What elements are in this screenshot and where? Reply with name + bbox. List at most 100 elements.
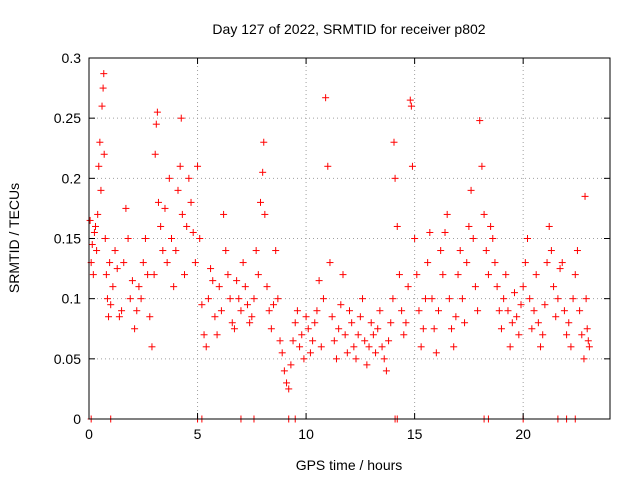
data-point [332, 355, 340, 363]
data-point [144, 271, 152, 279]
data-point [157, 222, 165, 230]
data-point [100, 70, 108, 78]
y-tick-labels: 0 0.05 0.1 0.15 0.2 0.25 0.3 [54, 50, 81, 427]
data-point [443, 210, 451, 218]
data-point [280, 367, 288, 375]
data-point [581, 192, 589, 200]
data-point [463, 259, 471, 267]
data-point [211, 313, 219, 321]
data-points [86, 70, 593, 423]
data-point [89, 271, 97, 279]
data-point [95, 162, 103, 170]
data-point [167, 235, 175, 242]
data-point [567, 343, 575, 351]
data-point [159, 247, 167, 255]
data-point [170, 283, 178, 291]
data-point [185, 174, 193, 182]
data-point [97, 186, 105, 194]
x-axis-label: GPS time / hours [296, 457, 403, 473]
data-point [220, 210, 228, 218]
data-point [296, 343, 304, 351]
data-point [467, 186, 475, 194]
data-point [183, 222, 191, 230]
data-point [283, 379, 291, 387]
data-point [100, 150, 108, 158]
data-point [406, 96, 414, 104]
data-point [107, 301, 115, 309]
data-point [328, 313, 336, 321]
data-point [469, 235, 477, 242]
data-point [547, 247, 555, 255]
data-point [259, 168, 267, 176]
data-point [497, 325, 505, 333]
y-tick-label: 0.15 [54, 231, 81, 247]
data-point [352, 355, 360, 363]
data-point [302, 313, 310, 321]
data-point [187, 198, 195, 206]
data-point [322, 94, 330, 102]
data-point [389, 295, 397, 303]
data-point [556, 265, 564, 273]
data-point [300, 355, 308, 363]
data-point [137, 295, 145, 303]
data-point [274, 295, 282, 303]
data-point [528, 325, 536, 333]
data-point [411, 235, 419, 242]
data-point [493, 283, 501, 291]
data-point [390, 138, 398, 146]
data-point [583, 325, 591, 333]
data-point [337, 301, 345, 309]
chart-title: Day 127 of 2022, SRMTID for receiver p80… [212, 21, 485, 37]
data-point [378, 343, 386, 351]
data-point [313, 307, 321, 315]
x-tick-labels: 0 5 10 15 20 [85, 426, 531, 442]
data-point [380, 355, 388, 363]
data-point [94, 210, 102, 218]
data-point [506, 343, 514, 351]
data-point [111, 247, 119, 255]
data-point [215, 283, 223, 291]
data-point [474, 307, 482, 315]
data-point [330, 337, 338, 345]
data-point [413, 271, 421, 279]
y-tick-label: 0.2 [62, 170, 82, 186]
data-point [120, 259, 128, 267]
data-point [98, 102, 106, 110]
data-point [461, 319, 469, 327]
data-point [291, 319, 299, 327]
data-point [163, 259, 171, 267]
data-point [500, 295, 508, 303]
data-point [552, 313, 560, 321]
data-point [174, 186, 182, 194]
data-point [304, 325, 312, 333]
data-point [267, 325, 275, 333]
data-point [172, 247, 180, 255]
data-point [450, 343, 458, 351]
data-point [306, 349, 314, 357]
data-point [339, 271, 347, 279]
data-point [153, 108, 161, 116]
data-point [584, 337, 592, 345]
data-point [476, 117, 484, 125]
data-point [122, 204, 130, 212]
data-point [541, 301, 549, 309]
data-point [256, 198, 264, 206]
data-point [239, 259, 247, 267]
data-point [250, 295, 258, 303]
data-point [103, 295, 111, 303]
data-point [102, 271, 110, 279]
data-point [585, 343, 593, 351]
data-point [260, 138, 268, 146]
data-point [96, 138, 104, 146]
x-tick-label: 0 [85, 426, 93, 442]
data-point [198, 301, 206, 309]
data-point [445, 295, 453, 303]
data-point [311, 319, 319, 327]
data-point [106, 259, 114, 267]
data-point [200, 331, 208, 339]
data-point [141, 235, 149, 242]
data-point [550, 283, 558, 291]
data-point [374, 325, 382, 333]
data-point [530, 307, 538, 315]
axis-ticks [88, 57, 610, 420]
